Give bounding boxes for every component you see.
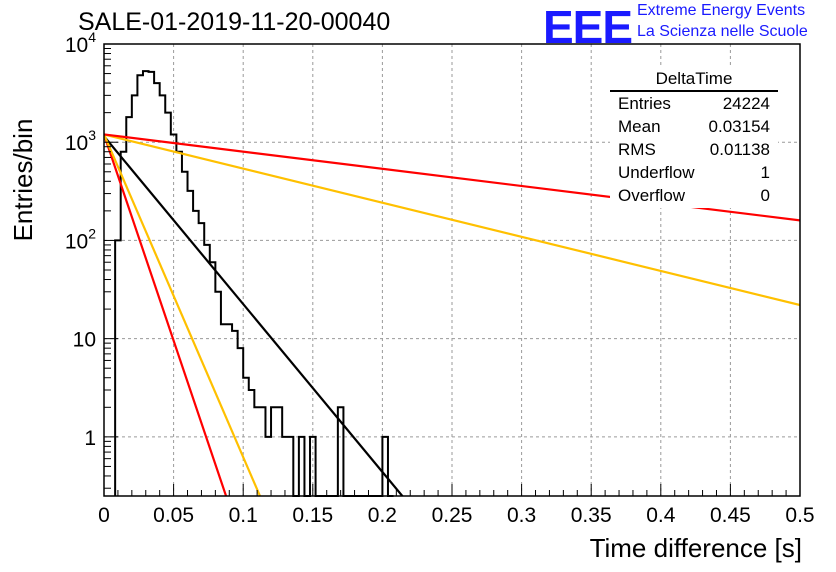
y-tick-exponent: 4 [88,29,96,45]
x-tick-label: 0.25 [432,504,473,527]
y-tick-exponent: 2 [88,225,96,241]
x-tick-label: 0.45 [710,504,751,527]
y-tick-label: 10 [73,329,96,352]
y-tick-label: 102 [65,225,96,253]
histogram-bin [126,117,132,496]
y-axis-label: Entries/bin [8,118,38,242]
stats-title: DeltaTime [610,68,778,92]
stats-box: DeltaTime Entries 24224 Mean 0.03154 RMS… [610,68,778,208]
histogram-bin [160,95,166,496]
x-tick-label: 0.15 [292,504,333,527]
histogram-bin [182,172,188,496]
stats-row: Underflow 1 [610,161,778,184]
fit-line [104,134,262,496]
stats-value: 1 [760,163,770,182]
histogram-bin [265,437,271,496]
x-tick-label: 0.35 [571,504,612,527]
x-tick-label: 0 [98,504,110,527]
histogram-bin [165,113,171,496]
stats-value: 0.03154 [708,117,770,136]
eee-logo: EEE [543,1,633,53]
logo-caption-line2: La Scienza nelle Scuole [637,23,808,40]
histogram-bin [226,324,232,496]
stats-row: Mean 0.03154 [610,115,778,138]
stats-label: Mean [618,117,661,136]
stats-label: Underflow [618,163,695,182]
stats-label: RMS [618,140,656,159]
histogram-bin [132,95,138,496]
y-tick-label: 103 [65,127,96,155]
logo-caption-line1: Extreme Energy Events [637,2,806,19]
histogram-bin [232,331,238,496]
stats-row: Overflow 0 [610,184,778,207]
histogram-outline [114,70,394,497]
stats-value: 0.01138 [709,140,770,159]
x-tick-label: 0.2 [368,504,397,527]
histogram-bin [282,437,288,496]
stats-label: Entries [618,94,671,113]
grid-lines [104,44,800,496]
stats-row: RMS 0.01138 [610,138,778,161]
stats-label: Overflow [618,186,686,205]
stats-row: Entries 24224 [610,92,778,115]
stats-value: 0 [760,186,770,205]
x-tick-label: 0.5 [785,504,814,527]
x-axis-label: Time difference [s] [589,533,802,563]
x-axis: 0 0.05 0.1 0.15 0.2 0.25 0.3 0.35 0.4 0.45 0.5 [98,484,815,527]
histogram-bin [149,72,155,496]
x-tick-label: 0.3 [507,504,536,527]
x-tick-label: 0.05 [153,504,194,527]
fit-line [104,133,800,307]
x-tick-label: 0.1 [229,504,258,527]
y-tick-label: 1 [84,427,96,450]
x-tick-label: 0.4 [646,504,676,527]
histogram-bin [143,71,149,496]
histogram-bin [176,152,182,496]
fit-line [104,134,228,496]
stats-value: 24224 [722,94,770,113]
chart-title: SALE-01-2019-11-20-00040 [78,8,391,36]
y-tick-exponent: 3 [88,127,96,143]
fit-line [104,135,404,496]
